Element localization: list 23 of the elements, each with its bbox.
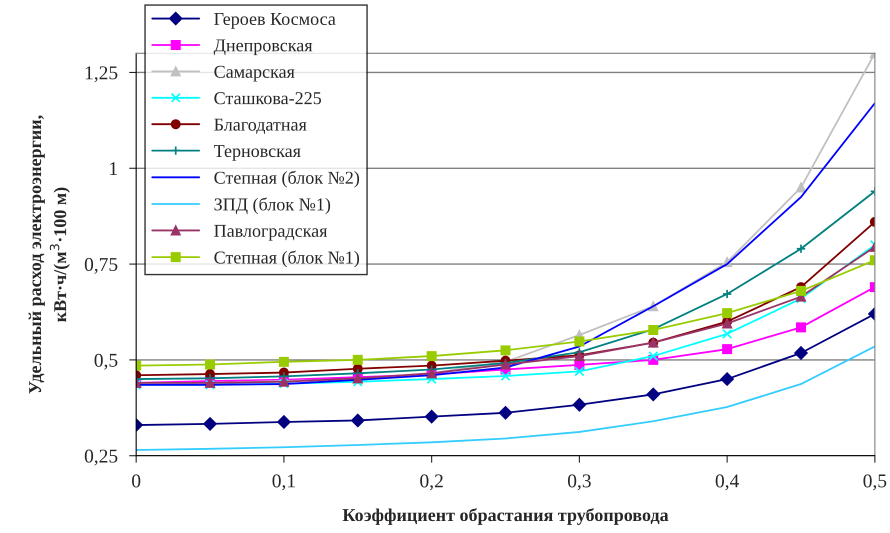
legend-label: Благодатная (214, 118, 307, 134)
y-tick-label: 1,25 (86, 66, 118, 82)
x-tick-label: 0,5 (863, 474, 886, 490)
legend-label: Терновская (214, 145, 301, 161)
legend-label: Степная (блок №2) (214, 170, 360, 188)
x-tick-label: 0,4 (716, 474, 739, 490)
legend-label: Героев Космоса (214, 13, 336, 29)
x-tick-label: 0,3 (568, 474, 591, 490)
legend-label: ЗПД (блок №1) (214, 197, 330, 214)
x-axis-title: Коэффициент обрастания трубопровода (342, 508, 668, 525)
y-tick-label: 0,75 (84, 258, 118, 274)
y-tick-label: 0,25 (84, 450, 118, 466)
legend-label: Сташкова-225 (214, 92, 322, 104)
legend-label: Самарская (214, 66, 295, 82)
legend-label: Степная (блок №1) (214, 250, 360, 268)
x-tick-label: 0 (132, 474, 140, 488)
y-axis-title: Удельный расход электроэнергии, кВт·ч/(м$^{3}$·100 м) (28, 116, 70, 394)
y-tick-label: 0,5 (94, 354, 118, 370)
x-tick-label: 0,1 (272, 474, 295, 490)
y-tick-label: 1 (110, 162, 117, 176)
legend-label: Павлоградская (214, 224, 328, 241)
x-tick-label: 0,2 (420, 474, 443, 490)
legend-label: Днепровская (214, 39, 312, 56)
